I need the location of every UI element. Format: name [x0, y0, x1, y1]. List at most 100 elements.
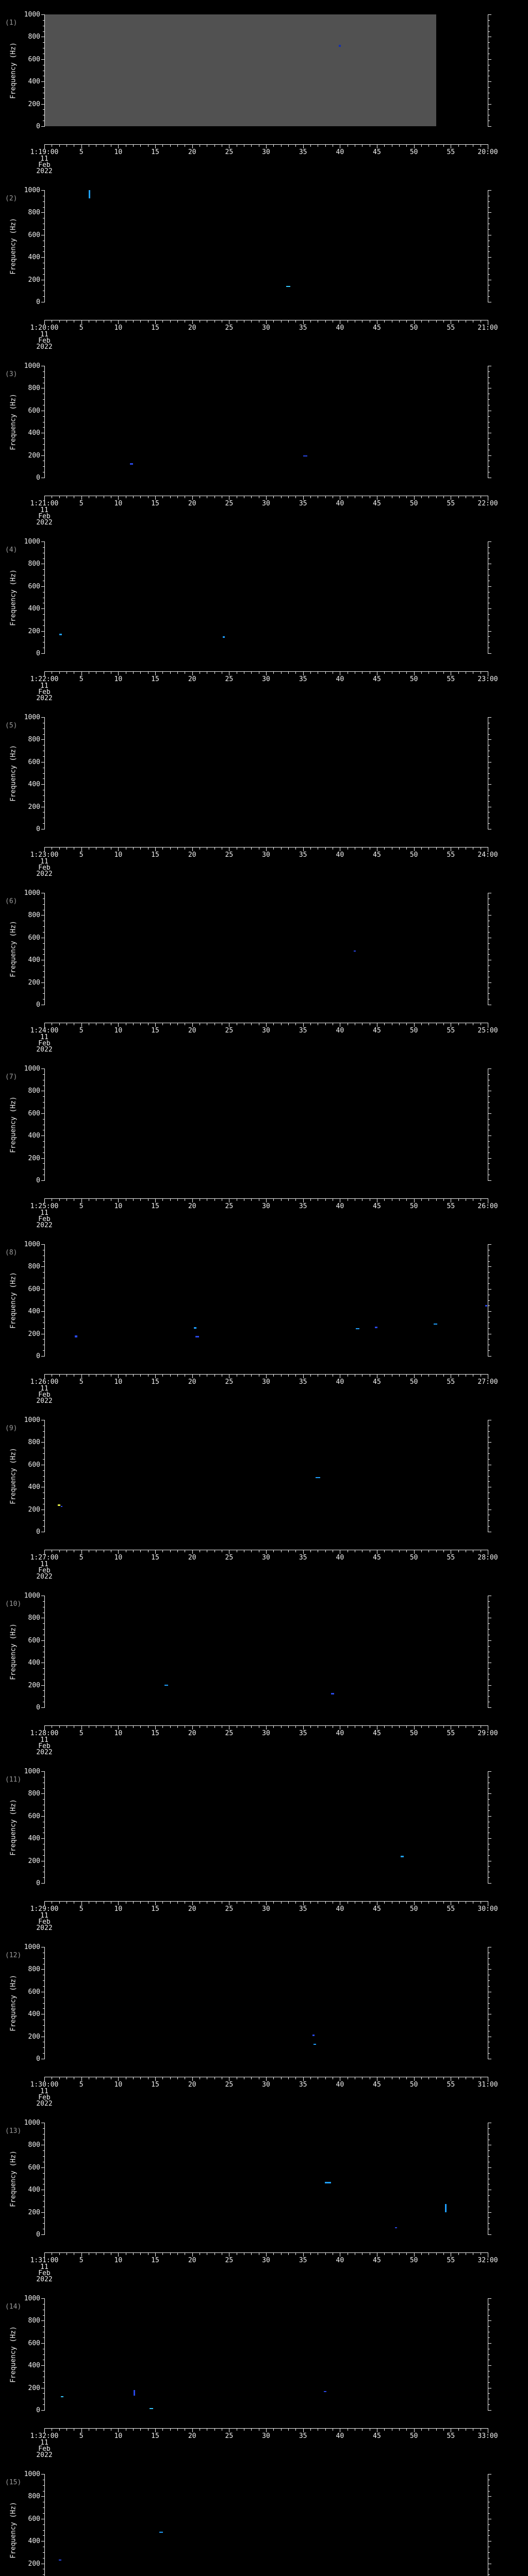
x-tick [414, 848, 415, 851]
y-tick-right [488, 87, 490, 88]
x-tick [266, 1726, 267, 1730]
x-tick [325, 1199, 326, 1201]
x-tick-label-start: 1:28:00 [30, 1730, 59, 1737]
y-tick [43, 2382, 44, 2383]
x-tick-label: 35 [299, 1027, 307, 1035]
y-tick-right [488, 257, 491, 258]
x-tick-label: 25 [225, 324, 234, 332]
x-tick [280, 1726, 282, 1728]
y-tick-right [488, 717, 491, 718]
y-tick-label: 200 [28, 451, 40, 460]
x-tick-label: 15 [151, 2432, 159, 2440]
x-tick [399, 2077, 400, 2079]
x-tick-label: 5 [79, 148, 84, 156]
x-tick-label: 15 [151, 675, 159, 683]
x-tick-label: 55 [447, 1202, 455, 1210]
x-tick [81, 1726, 82, 1730]
x-tick [436, 1375, 437, 1377]
y-tick-right [488, 1640, 491, 1641]
y-tick [41, 1816, 44, 1817]
x-tick [303, 2253, 304, 2257]
x-tick [303, 1902, 304, 1905]
x-tick-label: 15 [151, 1905, 159, 1913]
date-label: 11 Feb 2022 [13, 507, 75, 526]
x-tick [266, 1023, 267, 1027]
y-tick-right [488, 801, 490, 802]
y-tick [43, 2326, 44, 2327]
x-tick [214, 1726, 215, 1728]
y-tick-right [488, 1810, 490, 1811]
x-tick [325, 1023, 326, 1025]
y-tick [43, 371, 44, 372]
y-tick-right [488, 1986, 490, 1987]
detection-mark [485, 1304, 488, 1307]
x-tick-label: 45 [373, 1202, 381, 1210]
y-tick [41, 2298, 44, 2299]
x-tick [214, 320, 215, 323]
date-label: 11 Feb 2022 [13, 1737, 75, 1756]
y-tick [43, 1102, 44, 1103]
x-tick [303, 2429, 304, 2432]
x-tick [421, 2253, 422, 2255]
x-tick [295, 145, 296, 147]
x-tick-label: 10 [114, 851, 123, 859]
date-line: 2022 [36, 1573, 53, 1581]
x-tick-label: 10 [114, 2432, 123, 2440]
x-tick-label-end: 26:00 [477, 1202, 498, 1210]
x-tick-label: 30 [262, 1027, 270, 1035]
x-tick [325, 1726, 326, 1728]
x-tick-label: 20 [188, 1027, 196, 1035]
y-tick-label: 1000 [24, 1416, 40, 1424]
x-tick [251, 496, 252, 498]
x-tick [44, 2077, 45, 2082]
x-tick [436, 2077, 437, 2079]
x-tick-label: 25 [225, 148, 234, 156]
x-tick-label: 5 [79, 1027, 84, 1035]
y-tick-label: 400 [28, 253, 40, 262]
y-tick-label: 0 [36, 2231, 40, 2239]
x-tick [421, 672, 422, 674]
x-tick [295, 496, 296, 498]
x-tick-label: 40 [336, 2432, 344, 2440]
panel-index-label: (8) [5, 1249, 18, 1257]
panel-12: (12) Frequency (Hz) 0 200 400 600 800 1000 1:30:… [0, 1933, 528, 2108]
x-tick [310, 320, 311, 323]
x-tick [288, 320, 289, 323]
y-tick-label: 800 [28, 1438, 40, 1447]
x-tick-label: 30 [262, 148, 270, 156]
y-tick-right [488, 2574, 490, 2575]
x-tick [421, 2429, 422, 2431]
y-tick [41, 81, 44, 82]
y-tick-right [488, 2513, 490, 2514]
x-tick-label: 45 [373, 1554, 381, 1562]
x-tick [133, 1726, 134, 1728]
y-tick [41, 2320, 44, 2321]
x-tick-label: 5 [79, 1730, 84, 1737]
x-tick [303, 496, 304, 500]
x-tick-label: 25 [225, 2432, 234, 2440]
y-tick-label: 600 [28, 582, 40, 590]
y-tick [43, 801, 44, 802]
x-tick-label: 45 [373, 1905, 381, 1913]
x-tick [421, 1550, 422, 1552]
x-tick [162, 2253, 163, 2255]
x-tick [81, 1550, 82, 1554]
x-tick [59, 320, 60, 323]
frequency-axis-label: Frequency (Hz) [9, 2150, 18, 2207]
x-tick-label: 35 [299, 1730, 307, 1737]
x-tick [273, 145, 274, 147]
x-tick-label: 5 [79, 1202, 84, 1210]
y-tick-right [488, 2326, 490, 2327]
x-tick-label: 35 [299, 324, 307, 332]
x-tick-label: 55 [447, 851, 455, 859]
y-tick-right [488, 31, 490, 32]
x-tick [288, 2077, 289, 2079]
y-tick [43, 1866, 44, 1867]
y-tick [43, 1997, 44, 1998]
y-tick [43, 109, 44, 110]
y-tick [43, 296, 44, 297]
y-tick-right [488, 268, 490, 269]
x-tick [303, 1023, 304, 1027]
x-tick [81, 1023, 82, 1027]
y-tick [43, 2490, 44, 2492]
